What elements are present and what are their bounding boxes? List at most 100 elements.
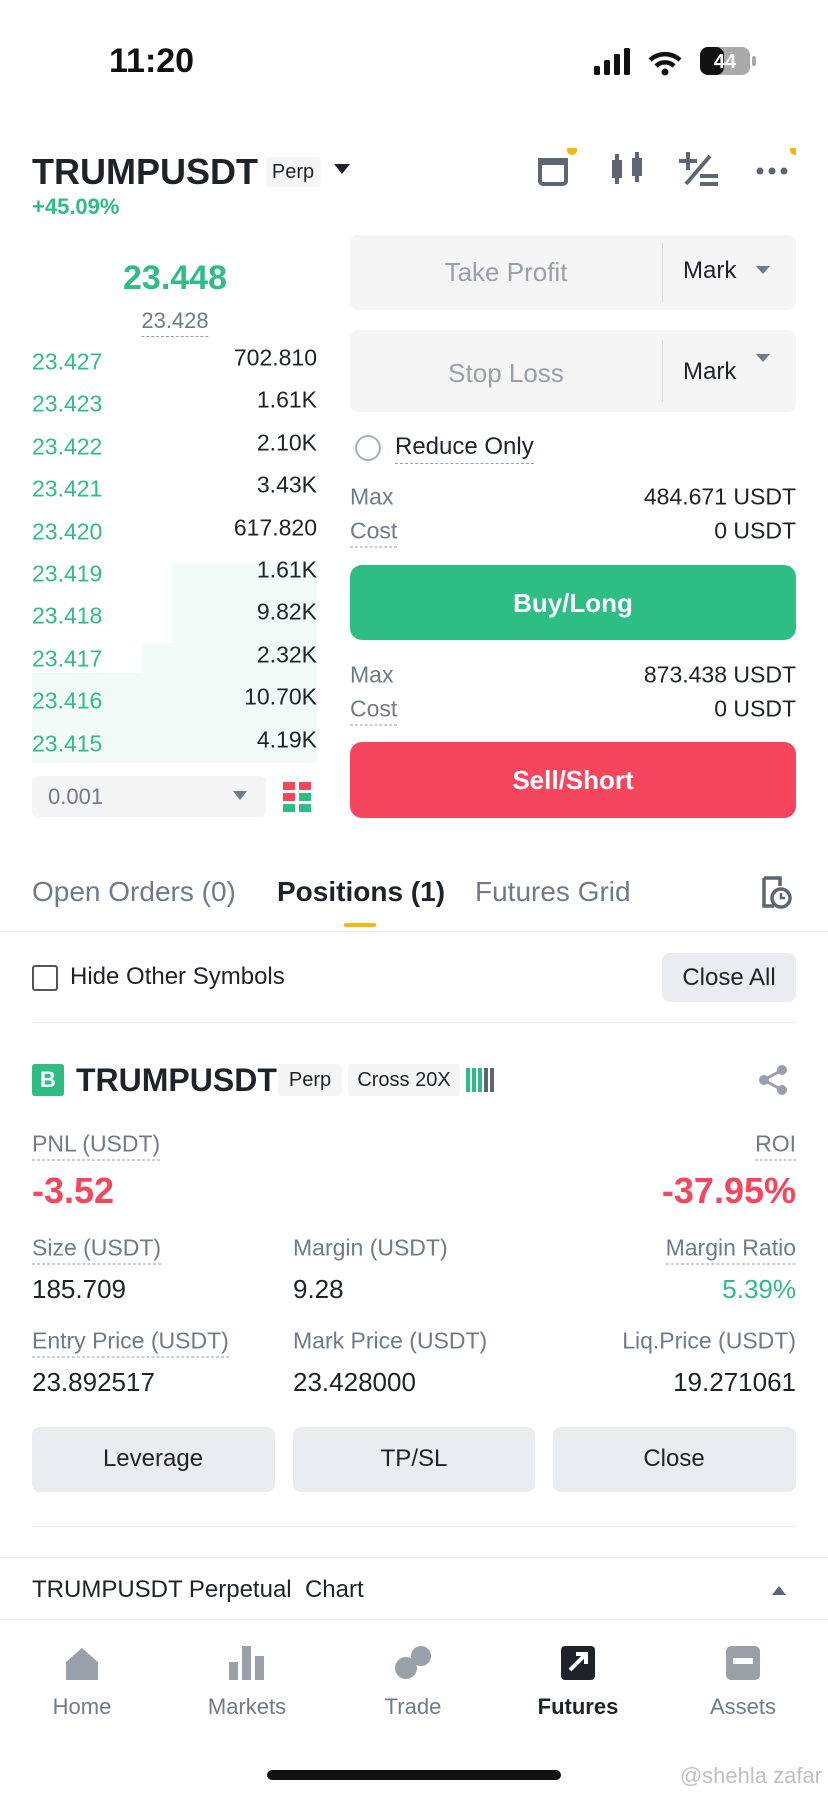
bid-qty: 10.70K <box>244 683 317 710</box>
bid-price[interactable]: 23.418 <box>32 602 103 629</box>
badge: Perp <box>271 161 315 183</box>
badge-bg <box>278 1064 342 1096</box>
action-label[interactable]: TP/SL <box>380 1445 448 1472</box>
bid-qty: 1.61K <box>256 386 317 413</box>
field-value: 23.892517 <box>32 1367 155 1397</box>
nav-label[interactable]: Markets <box>207 1694 287 1719</box>
nav-label[interactable]: Futures <box>537 1694 619 1719</box>
field-label: Liq.Price (USDT) <box>622 1327 796 1354</box>
symbol: TRUMPUSDT <box>32 151 258 192</box>
bid-price[interactable]: 23.427 <box>32 348 103 375</box>
nav-label[interactable]: Assets <box>709 1694 777 1719</box>
max-label: Max <box>350 661 394 688</box>
bid-qty: 2.32K <box>256 641 317 668</box>
cost-value: 0 USDT <box>714 695 796 722</box>
roi: -37.95% <box>661 1170 796 1211</box>
buy-button[interactable] <box>350 565 796 640</box>
close-all[interactable]: Close All <box>682 964 776 991</box>
badge-bg <box>266 157 321 187</box>
depth-shade-cut <box>32 563 172 643</box>
header-icons <box>538 148 796 186</box>
status-time: 11:20 <box>109 42 195 80</box>
field-value: 23.428000 <box>293 1367 416 1397</box>
stop-loss-placeholder: Stop Loss <box>448 358 564 388</box>
mark-price: 23.428 <box>141 308 209 337</box>
cost-value: 0 USDT <box>714 517 796 544</box>
bid-price[interactable]: 23.419 <box>32 560 103 587</box>
divider <box>0 1619 828 1620</box>
max-label: Max <box>350 483 394 510</box>
bid-qty: 1.61K <box>256 556 317 583</box>
bid-price[interactable]: 23.417 <box>32 645 103 672</box>
cost-label: Cost <box>350 695 398 726</box>
action-label[interactable]: Close <box>643 1445 705 1472</box>
nav-label[interactable]: Trade <box>384 1694 442 1719</box>
nav-label[interactable]: Home <box>52 1694 112 1719</box>
action-label[interactable]: Leverage <box>102 1445 204 1472</box>
battery-level: 44 <box>713 51 737 73</box>
take-profit-placeholder: Take Profit <box>444 257 568 287</box>
tab-indicator <box>344 923 376 927</box>
divider <box>0 931 828 932</box>
home-indicator <box>267 1770 561 1780</box>
stop-loss-input[interactable] <box>350 330 796 412</box>
field-value: 5.39% <box>722 1274 796 1304</box>
pnl-label: PNL (USDT) <box>32 1130 161 1161</box>
bid-price[interactable]: 23.416 <box>32 687 103 714</box>
change: +45.09% <box>32 194 120 219</box>
bid-qty: 617.820 <box>233 514 317 541</box>
status-icons <box>594 47 756 76</box>
bid-price[interactable]: 23.423 <box>32 390 103 417</box>
trigger-type[interactable]: Mark <box>683 358 737 385</box>
tab[interactable]: Futures Grid <box>475 876 631 907</box>
bid-qty: 3.43K <box>256 471 317 498</box>
leverage-bars <box>466 1068 494 1092</box>
last-price: 23.448 <box>123 259 227 297</box>
depth-arrow <box>233 791 247 800</box>
nav-icons <box>66 1646 760 1680</box>
pnl: -3.52 <box>32 1170 115 1211</box>
bid-qty: 702.810 <box>233 344 317 371</box>
field-value: 9.28 <box>293 1274 344 1304</box>
share-icon[interactable] <box>758 1064 790 1096</box>
hide-other[interactable]: Hide Other Symbols <box>70 963 285 990</box>
symbol-dropdown[interactable] <box>333 162 351 176</box>
margin-mode: Cross 20X <box>357 1069 451 1091</box>
chart-row[interactable]: TRUMPUSDT Perpetual Chart <box>32 1576 364 1603</box>
divider <box>32 1526 796 1527</box>
bid-price[interactable]: 23.422 <box>32 433 103 460</box>
field-value: 19.271061 <box>673 1367 796 1397</box>
reduce-only-radio[interactable] <box>355 435 381 461</box>
field-label: Size (USDT) <box>32 1234 162 1265</box>
divider <box>662 340 663 402</box>
close-all-button[interactable] <box>662 953 796 1002</box>
roi-label: ROI <box>755 1130 796 1161</box>
history-icon[interactable] <box>760 876 792 910</box>
sell-button[interactable] <box>350 742 796 818</box>
type-arrows <box>756 266 770 362</box>
book-layout[interactable] <box>283 782 313 812</box>
field-value: 185.709 <box>32 1274 126 1304</box>
close-button[interactable] <box>553 1427 796 1492</box>
trigger-type[interactable]: Mark <box>683 257 737 284</box>
max-value: 873.438 USDT <box>643 661 796 688</box>
bid-price[interactable]: 23.415 <box>32 730 103 757</box>
tab[interactable]: Positions (1) <box>277 876 446 907</box>
depth-select[interactable] <box>32 776 266 817</box>
watermark: @shehla zafar <box>679 1763 822 1788</box>
reduce-only[interactable]: Reduce Only <box>395 433 534 464</box>
side: B <box>40 1067 56 1092</box>
divider <box>0 1557 828 1558</box>
depth-shade-cut <box>32 643 142 673</box>
hide-checkbox[interactable] <box>32 965 58 991</box>
badge-bg <box>348 1064 460 1096</box>
tpsl-button[interactable] <box>293 1427 535 1492</box>
leverage-button[interactable] <box>32 1427 275 1492</box>
tab[interactable]: Open Orders (0) <box>32 876 236 907</box>
action-label[interactable]: Sell/Short <box>512 765 634 795</box>
chart-toggle[interactable] <box>771 1584 787 1596</box>
take-profit-input[interactable] <box>350 235 796 310</box>
bid-price[interactable]: 23.421 <box>32 475 103 502</box>
action-label[interactable]: Buy/Long <box>513 588 633 618</box>
bid-price[interactable]: 23.420 <box>32 518 103 545</box>
